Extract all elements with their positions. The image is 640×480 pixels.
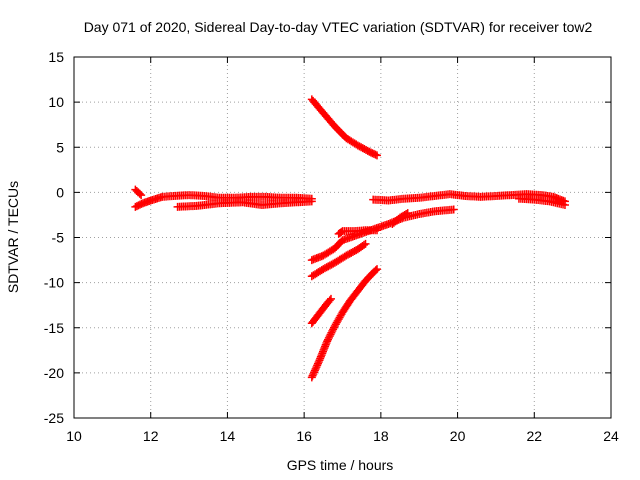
data-point [371,266,380,275]
data-point [314,357,323,366]
y-tick-label: -20 [44,365,64,381]
chart-title: Day 071 of 2020, Sidereal Day-to-day VTE… [84,19,593,35]
series-arc-g [307,239,370,281]
data-point [326,294,335,303]
x-tick-label: 14 [220,428,236,444]
data-point [449,205,458,214]
data-point [307,373,316,382]
data-point [361,239,370,248]
data-point [309,369,318,378]
data-point [135,189,144,198]
data-point [308,371,317,380]
series-arc-f [388,209,412,228]
axis-ticks: 10 12 14 16 18 20 22 24 -25 -20 -15 -10 -5 0 5 10 15 [44,49,619,444]
series-arc-c [369,190,569,206]
data-point [312,363,321,372]
data-point [313,359,322,368]
data-point [311,364,320,373]
x-tick-label: 12 [143,428,159,444]
x-tick-label: 20 [450,428,466,444]
data-point [359,240,368,249]
data-point [325,296,334,305]
data-point [560,201,569,210]
data-point [373,226,382,235]
y-tick-label: 0 [56,184,64,200]
series-arc-h [307,294,335,328]
y-tick-label: 15 [48,49,64,65]
x-tick-label: 22 [526,428,542,444]
y-tick-label: -25 [44,410,64,426]
data-point [373,265,382,274]
y-tick-label: -5 [52,230,65,246]
data-point [313,361,322,370]
series-arc-e [334,226,382,238]
series-arc-c-lower [514,194,569,210]
data-point [373,151,382,160]
y-tick-label: -15 [44,320,64,336]
data-point [137,191,146,200]
y-tick-label: 5 [56,139,64,155]
data-point [403,209,412,218]
data-point [307,197,316,206]
series-arc-b [307,95,382,160]
y-tick-label: 10 [48,94,64,110]
series-arc-i [307,265,382,382]
data-series [131,95,569,382]
x-tick-label: 24 [603,428,619,444]
x-tick-label: 16 [296,428,312,444]
y-tick-label: -10 [44,275,64,291]
y-axis-label: SDTVAR / TECUs [5,181,21,293]
x-tick-label: 10 [66,428,82,444]
series-arc-a-lower [173,197,316,211]
series-arc-a-start [131,185,146,200]
data-point [310,368,319,377]
x-axis-label: GPS time / hours [287,457,394,473]
data-point [402,210,411,219]
x-tick-label: 18 [373,428,389,444]
data-point [310,366,319,375]
